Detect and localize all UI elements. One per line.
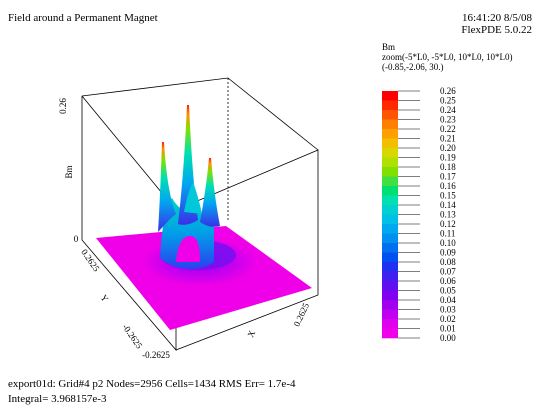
legend-swatch — [382, 195, 398, 206]
legend-level-label: 0.03 — [440, 305, 456, 315]
y-tick-max: 0.2625 — [79, 247, 102, 273]
legend-level-label: 0.15 — [440, 191, 456, 201]
plot-info: Bm zoom(-5*L0, -5*L0, 10*L0, 10*L0) (-0.… — [382, 42, 512, 72]
legend-swatch — [382, 309, 398, 320]
legend-level-label: 0.05 — [440, 286, 456, 296]
x-tick-min: -0.2625 — [142, 350, 170, 360]
legend-swatch — [382, 262, 398, 272]
legend-swatch — [382, 214, 398, 225]
integral-value: Integral= 3.968157e-3 — [8, 393, 107, 405]
x-axis-label: X — [245, 328, 257, 339]
y-tick-min: -0.2625 — [120, 322, 144, 351]
surface-peak-back — [184, 182, 202, 214]
legend-swatch — [382, 224, 398, 234]
legend-level-label: 0.02 — [440, 314, 456, 324]
legend-level-label: 0.07 — [440, 267, 456, 277]
legend-level-label: 0.18 — [440, 162, 456, 172]
plot-zoom: zoom(-5*L0, -5*L0, 10*L0, 10*L0) — [382, 52, 513, 62]
legend-level-label: 0.06 — [440, 276, 456, 286]
color-legend: 0.260.250.240.230.220.210.200.190.180.17… — [382, 86, 456, 343]
legend-level-label: 0.26 — [440, 86, 456, 96]
legend-level-label: 0.21 — [440, 134, 456, 144]
legend-swatch — [382, 167, 398, 177]
version-label: FlexPDE 5.0.22 — [461, 24, 532, 36]
legend-swatch — [382, 252, 398, 263]
legend-level-label: 0.20 — [440, 143, 456, 153]
z-tick-max: 0.26 — [58, 98, 68, 114]
legend-level-label: 0.19 — [440, 153, 456, 163]
y-axis-label: Y — [98, 293, 110, 304]
plot-variable: Bm — [382, 42, 396, 52]
legend-swatch — [382, 328, 398, 339]
legend-swatch — [382, 148, 398, 158]
legend-swatch — [382, 176, 398, 187]
timestamp: 16:41:20 8/5/08 — [462, 12, 532, 24]
export-info: export01d: Grid#4 p2 Nodes=2956 Cells=14… — [8, 378, 296, 390]
legend-level-label: 0.25 — [440, 96, 456, 106]
x-tick-max: 0.2625 — [292, 301, 312, 328]
legend-level-label: 0.23 — [440, 115, 456, 125]
legend-level-label: 0.22 — [440, 124, 456, 134]
surface-peak-right — [200, 158, 220, 227]
plot-box — [81, 77, 319, 352]
legend-level-label: 0.17 — [440, 172, 456, 182]
legend-swatch — [382, 129, 398, 139]
legend-level-label: 0.12 — [440, 219, 456, 229]
legend-swatch — [382, 100, 398, 111]
legend-level-label: 0.08 — [440, 257, 456, 267]
legend-swatch — [382, 186, 398, 196]
plot-view: (-0.85,-2.06, 30.) — [382, 62, 444, 72]
legend-swatch — [382, 157, 398, 168]
surface-wall-shadow — [176, 236, 200, 262]
legend-level-label: 0.24 — [440, 105, 456, 115]
legend-level-label: 0.04 — [440, 295, 456, 305]
legend-swatch — [382, 271, 398, 282]
legend-swatch — [382, 110, 398, 120]
legend-swatch — [382, 138, 398, 149]
surface-peak-left — [158, 142, 176, 232]
legend-level-label: 0.01 — [440, 324, 456, 334]
z-axis-label: Bm — [64, 165, 74, 178]
legend-swatch — [382, 290, 398, 301]
legend-swatch — [382, 91, 398, 101]
z-tick-min: 0 — [74, 234, 79, 244]
legend-level-label: 0.16 — [440, 181, 456, 191]
legend-swatch — [382, 300, 398, 310]
legend-level-label: 0.14 — [440, 200, 456, 210]
legend-level-label: 0.00 — [440, 333, 456, 343]
legend-level-label: 0.13 — [440, 210, 456, 220]
timestamp-block: 16:41:20 8/5/08 FlexPDE 5.0.22 — [461, 12, 532, 36]
legend-swatch — [382, 243, 398, 253]
legend-swatch — [382, 319, 398, 329]
legend-level-label: 0.11 — [440, 229, 455, 239]
legend-swatch — [382, 233, 398, 244]
legend-level-label: 0.09 — [440, 248, 456, 258]
legend-swatch — [382, 205, 398, 215]
legend-swatch — [382, 281, 398, 291]
legend-swatch — [382, 119, 398, 130]
legend-level-label: 0.10 — [440, 238, 456, 248]
plot-title: Field around a Permanent Magnet — [8, 12, 158, 24]
